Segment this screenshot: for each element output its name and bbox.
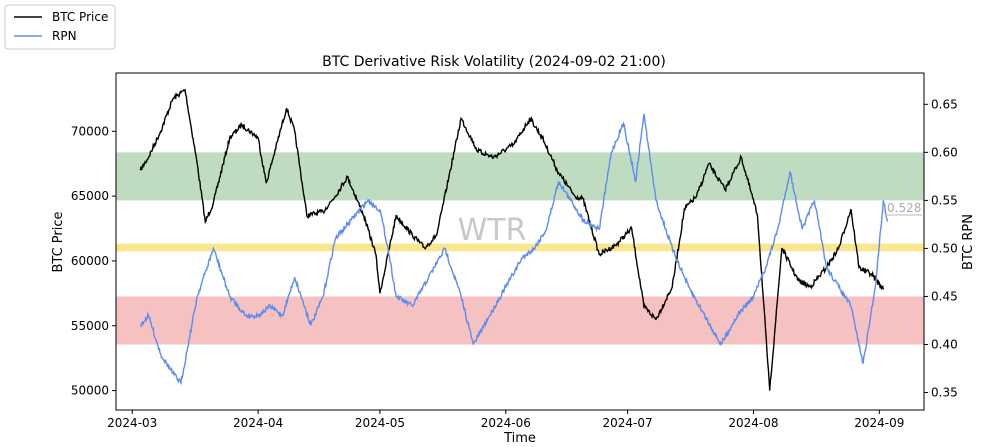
chart-title: BTC Derivative Risk Volatility (2024-09-… (322, 54, 666, 70)
x-tick-label: 2024-04 (233, 416, 283, 430)
y-right-tick-label: 0.50 (931, 241, 958, 255)
legend-box (4, 4, 116, 50)
last-rpn-label: 0.528 (887, 201, 921, 215)
y-axis-left-label: BTC Price (51, 211, 66, 272)
x-tick-label: 2024-06 (481, 416, 531, 430)
low-risk-zone-band (116, 296, 924, 345)
legend-label-rpn: RPN (52, 29, 77, 43)
y-right-tick-label: 0.65 (931, 97, 958, 111)
y-axis-right-label: BTC RPN (961, 214, 976, 270)
legend: BTC Price RPN (4, 4, 116, 50)
plot-frame (115, 72, 925, 411)
y-right-tick-label: 0.45 (931, 289, 958, 303)
high-risk-zone-band (116, 152, 924, 201)
y-right-tick-label: 0.55 (931, 193, 958, 207)
y-left-tick-label: 65000 (71, 189, 109, 203)
legend-label-btc: BTC Price (52, 10, 108, 24)
y-left-tick-label: 55000 (71, 319, 109, 333)
y-left-tick-label: 70000 (71, 124, 109, 138)
y-right-tick-label: 0.35 (931, 386, 958, 400)
watermark: WTR (458, 213, 527, 248)
btc-price-line (139, 88, 885, 391)
x-tick-label: 2024-03 (107, 416, 157, 430)
rpn-line (139, 113, 889, 386)
x-tick-label: 2024-08 (728, 416, 778, 430)
y-right-tick-label: 0.60 (931, 145, 958, 159)
y-right-tick-label: 0.40 (931, 337, 958, 351)
x-axis-label: Time (503, 431, 536, 446)
y-left-tick-label: 50000 (71, 384, 109, 398)
y-left-tick-label: 60000 (71, 254, 109, 268)
x-tick-label: 2024-07 (603, 416, 653, 430)
x-tick-label: 2024-05 (355, 416, 405, 430)
mid-line-band (116, 243, 924, 252)
x-tick-label: 2024-09 (854, 416, 904, 430)
